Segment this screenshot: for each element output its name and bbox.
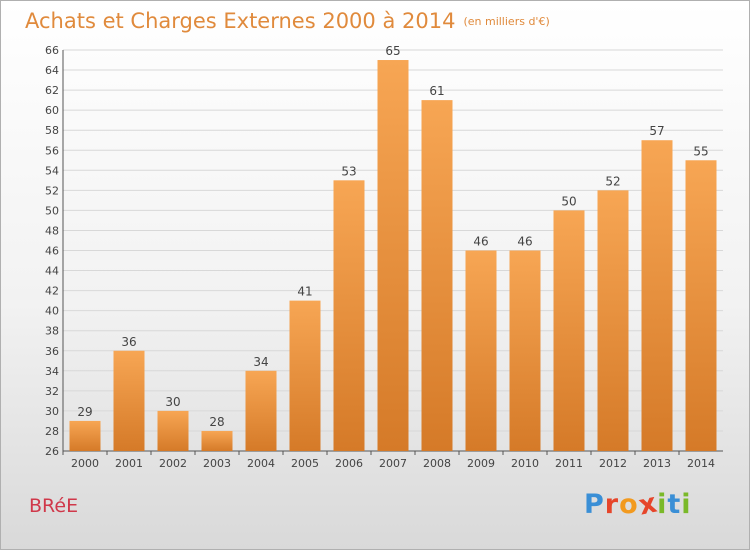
bars xyxy=(69,60,717,452)
x-tick-label: 2011 xyxy=(555,457,583,470)
bar xyxy=(685,160,717,451)
data-label: 34 xyxy=(253,355,268,369)
y-tick-label: 56 xyxy=(45,144,59,157)
bar xyxy=(597,190,629,451)
data-label: 52 xyxy=(605,174,620,188)
y-tick-label: 66 xyxy=(45,44,59,57)
y-tick-label: 42 xyxy=(45,285,59,298)
data-label: 28 xyxy=(209,415,224,429)
logo-letter: i xyxy=(681,489,692,520)
logo-letter: i xyxy=(657,489,668,520)
bar xyxy=(245,370,277,451)
x-tick-label: 2012 xyxy=(599,457,627,470)
y-tick-label: 52 xyxy=(45,184,59,197)
logo-letter: t xyxy=(667,489,682,520)
data-label: 36 xyxy=(121,335,136,349)
bar xyxy=(333,180,365,451)
y-tick-label: 44 xyxy=(45,265,59,278)
y-tick-label: 46 xyxy=(45,245,59,258)
y-tick-label: 28 xyxy=(45,425,59,438)
logo-letter: o xyxy=(619,489,639,520)
data-label: 57 xyxy=(649,124,664,138)
y-tick-label: 30 xyxy=(45,405,59,418)
x-tick-label: 2005 xyxy=(291,457,319,470)
y-tick-label: 58 xyxy=(45,124,59,137)
x-tick-label: 2008 xyxy=(423,457,451,470)
y-tick-label: 62 xyxy=(45,84,59,97)
bar xyxy=(201,430,233,451)
bar xyxy=(377,60,409,452)
bar xyxy=(465,250,497,451)
labels: 26 28 30 32 34 36 38 40 42 44 46 48 50 52 54 56 58 60 62 64… xyxy=(45,44,715,470)
y-tick-label: 50 xyxy=(45,204,59,217)
data-label: 50 xyxy=(561,194,576,208)
y-tick-label: 36 xyxy=(45,345,59,358)
logo-letter: P xyxy=(584,489,605,520)
y-tick-label: 38 xyxy=(45,325,59,338)
x-tick-label: 2003 xyxy=(203,457,231,470)
bar xyxy=(69,420,101,451)
data-label: 30 xyxy=(165,395,180,409)
data-label: 41 xyxy=(297,285,312,299)
y-tick-label: 64 xyxy=(45,64,59,77)
bar xyxy=(421,100,453,451)
y-tick-label: 60 xyxy=(45,104,59,117)
data-label: 53 xyxy=(341,164,356,178)
bar xyxy=(509,250,541,451)
logo-letter: r xyxy=(604,489,620,520)
y-tick-label: 54 xyxy=(45,164,59,177)
bar xyxy=(157,410,189,451)
x-tick-label: 2002 xyxy=(159,457,187,470)
y-tick-label: 48 xyxy=(45,224,59,237)
title-line: Achats et Charges Externes 2000 à 2014 (e… xyxy=(25,9,550,33)
proxiti-logo[interactable]: Proxiti xyxy=(584,487,692,521)
data-label: 46 xyxy=(473,235,488,249)
x-tick-label: 2007 xyxy=(379,457,407,470)
commune-name: BRéE xyxy=(29,495,79,517)
chart-subtitle: (en milliers d'€) xyxy=(463,15,550,28)
x-tick-label: 2014 xyxy=(687,457,715,470)
data-label: 29 xyxy=(77,405,92,419)
data-label: 61 xyxy=(429,84,444,98)
x-tick-label: 2000 xyxy=(71,457,99,470)
x-tick-label: 2006 xyxy=(335,457,363,470)
x-tick-label: 2013 xyxy=(643,457,671,470)
bar xyxy=(113,350,145,451)
x-tick-label: 2010 xyxy=(511,457,539,470)
data-label: 46 xyxy=(517,235,532,249)
data-label: 65 xyxy=(385,44,400,58)
bar xyxy=(289,300,321,451)
data-label: 55 xyxy=(693,144,708,158)
chart-title: Achats et Charges Externes 2000 à 2014 xyxy=(25,9,456,33)
bar xyxy=(553,210,585,451)
x-tick-label: 2009 xyxy=(467,457,495,470)
bar xyxy=(641,140,673,451)
y-tick-label: 32 xyxy=(45,385,59,398)
y-tick-label: 34 xyxy=(45,365,59,378)
x-tick-label: 2001 xyxy=(115,457,143,470)
y-tick-label: 26 xyxy=(45,445,59,458)
x-tick-label: 2004 xyxy=(247,457,275,470)
y-tick-label: 40 xyxy=(45,305,59,318)
